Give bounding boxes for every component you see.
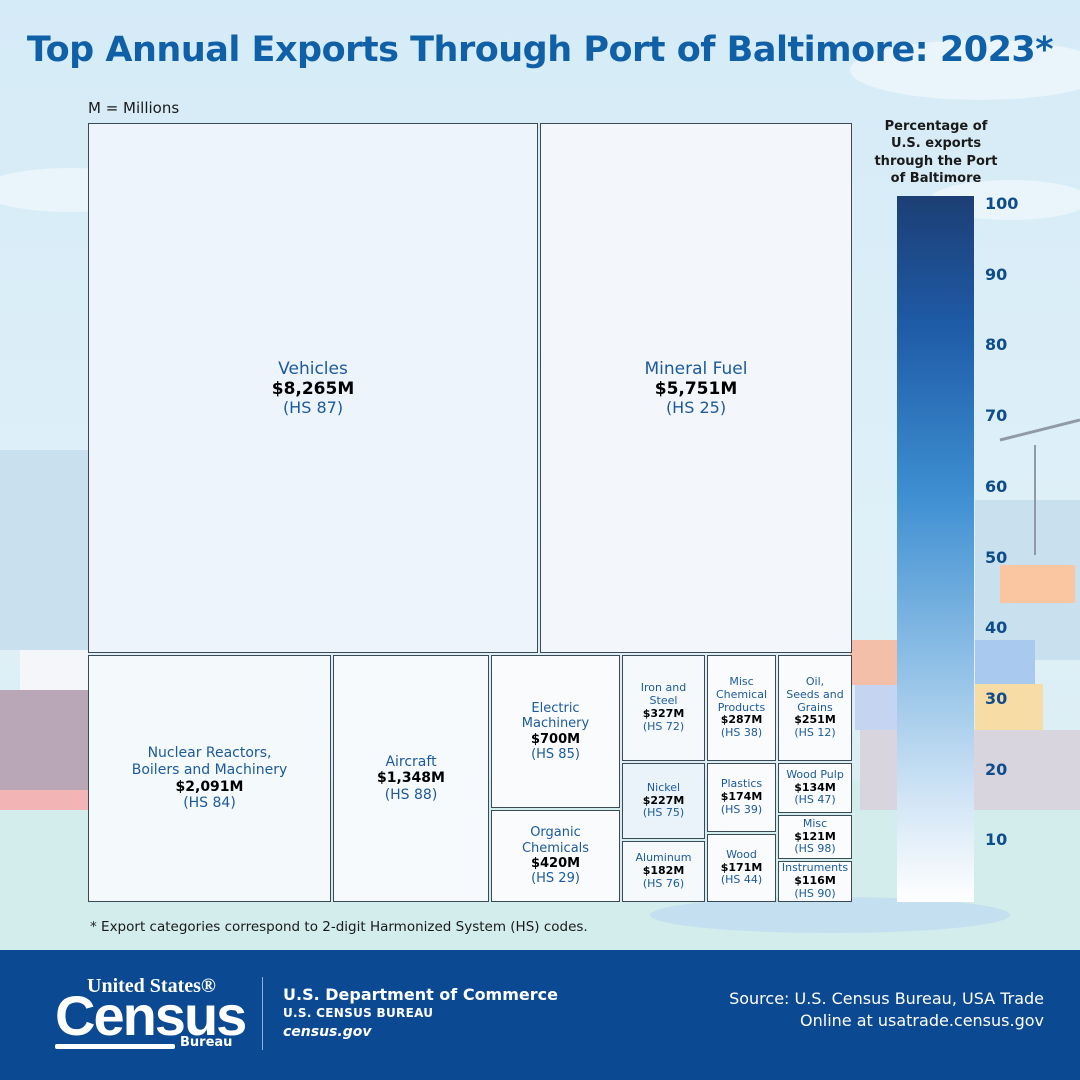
treemap-tile: Aluminum $182M (HS 76) bbox=[622, 841, 705, 902]
tile-name: Iron and Steel bbox=[640, 681, 687, 708]
logo-underline bbox=[55, 1044, 175, 1049]
tile-hs-code: (HS 87) bbox=[282, 397, 344, 417]
tile-hs-code: (HS 76) bbox=[642, 876, 685, 890]
treemap-tile: Instruments $116M (HS 90) bbox=[778, 861, 852, 902]
logo-bureau: Bureau bbox=[180, 1035, 233, 1050]
units-note: M = Millions bbox=[88, 99, 180, 117]
tile-hs-code: (HS 75) bbox=[642, 806, 685, 820]
treemap-tile: Misc Chemical Products $287M (HS 38) bbox=[707, 655, 776, 761]
tile-name: Mineral Fuel bbox=[644, 358, 748, 379]
tile-hs-code: (HS 29) bbox=[531, 871, 580, 887]
tile-name: Oil, Seeds and Grains bbox=[786, 674, 844, 714]
treemap-tile: Electric Machinery $700M (HS 85) bbox=[491, 655, 620, 808]
tile-hs-code: (HS 44) bbox=[720, 873, 763, 887]
tile-value: $420M bbox=[530, 856, 581, 871]
treemap-tile: Mineral Fuel $5,751M (HS 25) bbox=[540, 123, 852, 653]
treemap-tile: Aircraft $1,348M (HS 88) bbox=[333, 655, 489, 902]
treemap-tile: Nickel $227M (HS 75) bbox=[622, 763, 705, 839]
tile-value: $116M bbox=[794, 874, 836, 888]
tile-value: $2,091M bbox=[175, 778, 244, 795]
color-scale-tick-label: 30 bbox=[985, 688, 1008, 708]
treemap-tile: Iron and Steel $327M (HS 72) bbox=[622, 655, 705, 761]
tile-name: Electric Machinery bbox=[521, 700, 590, 732]
tile-value: $327M bbox=[642, 707, 685, 720]
tile-hs-code: (HS 72) bbox=[642, 719, 685, 733]
tile-value: $5,751M bbox=[654, 378, 738, 399]
department-name: U.S. Department of Commerce bbox=[283, 985, 558, 1004]
treemap-tile: Misc $121M (HS 98) bbox=[778, 815, 852, 859]
tile-value: $251M bbox=[794, 713, 836, 727]
tile-name: Nuclear Reactors, Boilers and Machinery bbox=[131, 745, 288, 778]
tile-value: $700M bbox=[530, 731, 581, 747]
tile-value: $8,265M bbox=[271, 378, 355, 399]
bureau-name: U.S. CENSUS BUREAU bbox=[283, 1006, 434, 1020]
tile-value: $1,348M bbox=[377, 770, 445, 787]
treemap-tile: Oil, Seeds and Grains $251M (HS 12) bbox=[778, 655, 852, 761]
tile-hs-code: (HS 98) bbox=[794, 842, 836, 856]
treemap-tile: Nuclear Reactors, Boilers and Machinery $2… bbox=[88, 655, 331, 902]
tile-name: Misc bbox=[802, 816, 828, 830]
logo-census: Census bbox=[55, 984, 247, 1047]
tile-value: $121M bbox=[794, 829, 836, 843]
color-scale-tick-label: 100 bbox=[985, 194, 1019, 213]
source-note: Source: U.S. Census Bureau, USA Trade On… bbox=[729, 989, 1044, 1030]
color-scale-tick-label: 10 bbox=[985, 830, 1008, 850]
website-link[interactable]: census.gov bbox=[283, 1024, 372, 1040]
color-scale-tick-label: 50 bbox=[985, 547, 1008, 567]
tile-name: Vehicles bbox=[278, 358, 348, 379]
tile-name: Instruments bbox=[781, 861, 849, 875]
tile-name: Plastics bbox=[720, 777, 763, 791]
treemap-tile: Vehicles $8,265M (HS 87) bbox=[88, 123, 538, 653]
color-scale-bar bbox=[897, 196, 974, 902]
tile-hs-code: (HS 25) bbox=[665, 397, 727, 417]
tile-value: $174M bbox=[720, 790, 763, 804]
tile-name: Aluminum bbox=[635, 851, 692, 865]
logo-united-states: United States® bbox=[87, 975, 216, 997]
color-scale-tick-label: 20 bbox=[985, 759, 1008, 779]
treemap-tile: Organic Chemicals $420M (HS 29) bbox=[491, 810, 620, 902]
tile-hs-code: (HS 12) bbox=[794, 726, 836, 740]
tile-name: Wood Pulp bbox=[786, 767, 844, 781]
tile-name: Wood bbox=[726, 847, 757, 861]
tile-hs-code: (HS 88) bbox=[384, 786, 438, 803]
tile-name: Aircraft bbox=[385, 753, 437, 770]
tile-hs-code: (HS 38) bbox=[720, 726, 763, 740]
tile-name: Organic Chemicals bbox=[521, 825, 590, 856]
color-scale-tick-label: 60 bbox=[985, 476, 1008, 496]
tile-value: $182M bbox=[642, 864, 685, 878]
footer bbox=[0, 950, 1080, 1080]
tile-hs-code: (HS 90) bbox=[794, 886, 836, 900]
tile-name: Nickel bbox=[646, 780, 681, 794]
tile-name: Misc Chemical Products bbox=[715, 674, 768, 714]
tile-hs-code: (HS 47) bbox=[794, 793, 836, 807]
tile-value: $287M bbox=[720, 713, 763, 727]
tile-value: $134M bbox=[794, 780, 836, 794]
tile-value: $227M bbox=[642, 793, 685, 807]
tile-hs-code: (HS 85) bbox=[531, 746, 580, 762]
color-scale-title: Percentage of U.S. exports through the P… bbox=[874, 119, 998, 186]
treemap-tile: Wood Pulp $134M (HS 47) bbox=[778, 763, 852, 813]
chart-title: Top Annual Exports Through Port of Balti… bbox=[26, 30, 1054, 70]
footer-divider bbox=[262, 977, 263, 1050]
color-scale-tick-label: 40 bbox=[985, 618, 1008, 638]
treemap-tile: Wood $171M (HS 44) bbox=[707, 834, 776, 902]
footnote: * Export categories correspond to 2-digi… bbox=[90, 919, 588, 935]
treemap-tile: Plastics $174M (HS 39) bbox=[707, 763, 776, 832]
tile-value: $171M bbox=[720, 860, 763, 874]
tile-hs-code: (HS 84) bbox=[183, 795, 236, 812]
color-scale-tick-label: 90 bbox=[985, 264, 1008, 284]
tile-hs-code: (HS 39) bbox=[720, 802, 763, 816]
color-scale-tick-label: 80 bbox=[985, 335, 1008, 355]
color-scale-tick-label: 70 bbox=[985, 406, 1008, 426]
